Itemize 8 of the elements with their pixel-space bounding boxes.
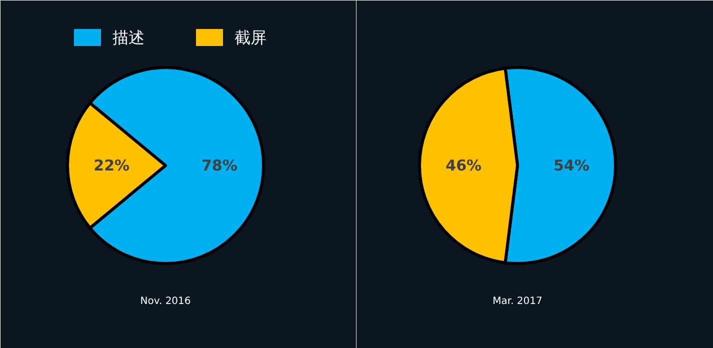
legend-label: 描述 xyxy=(112,28,144,47)
data-label: 46% xyxy=(446,156,482,174)
text: Mar. 2017 xyxy=(492,296,542,307)
text: Nov. 2016 xyxy=(140,296,191,307)
data-label: 22% xyxy=(94,156,130,174)
data-label: 54% xyxy=(553,156,590,174)
data-label: 78% xyxy=(201,156,238,174)
legend-label: 截屏 xyxy=(234,28,266,47)
